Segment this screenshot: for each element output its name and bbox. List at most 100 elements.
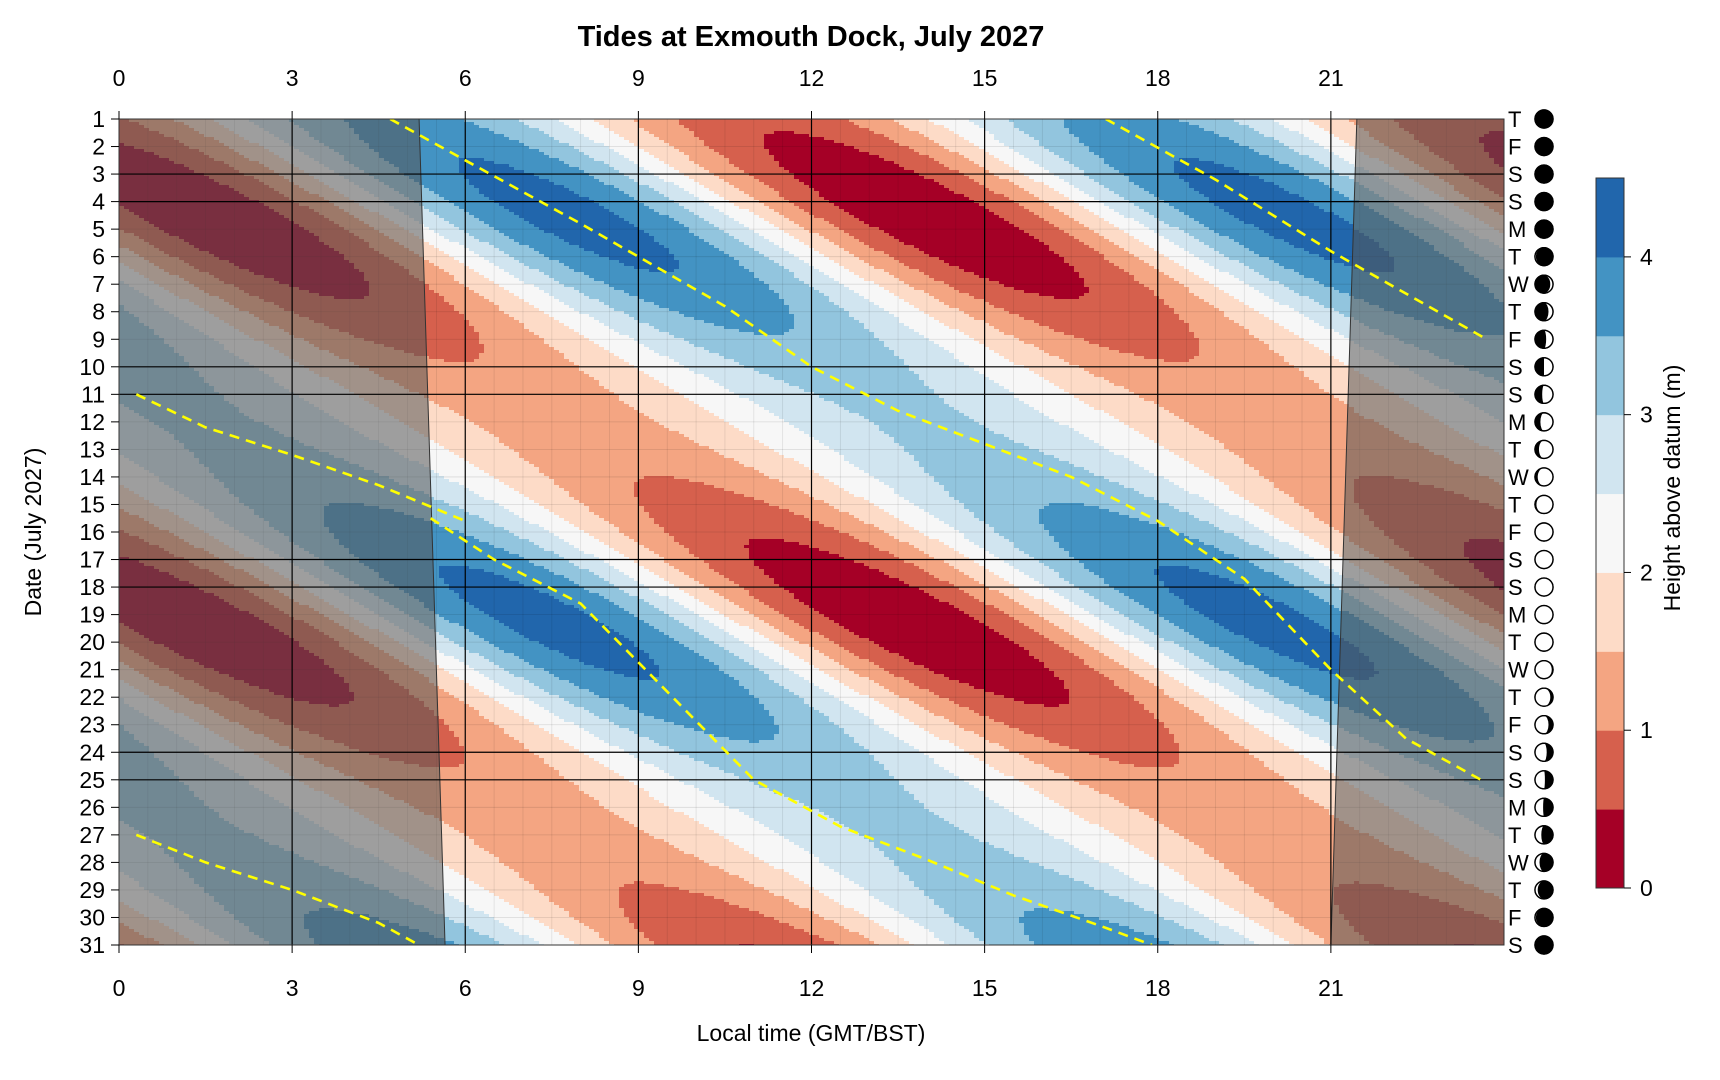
heat-cell xyxy=(974,512,1040,516)
heat-cell xyxy=(1014,287,1090,291)
heat-cell xyxy=(844,284,880,288)
heat-cell xyxy=(569,326,610,330)
heat-cell xyxy=(489,614,590,618)
heat-cell xyxy=(484,257,515,261)
heat-cell xyxy=(1244,497,1295,501)
heat-cell xyxy=(654,605,685,609)
heat-cell xyxy=(889,485,945,489)
heat-cell xyxy=(1199,692,1235,696)
heat-cell xyxy=(799,278,835,282)
heat-cell xyxy=(564,185,615,189)
heat-cell xyxy=(634,560,665,564)
heat-cell xyxy=(509,551,555,555)
heat-cell xyxy=(1184,179,1265,183)
heat-cell xyxy=(624,608,660,612)
heat-cell xyxy=(894,515,935,519)
heat-cell xyxy=(644,128,690,132)
heat-cell xyxy=(679,431,745,435)
heat-cell xyxy=(724,455,785,459)
heat-cell xyxy=(634,485,715,489)
heat-cell xyxy=(1119,266,1155,270)
heat-cell xyxy=(1024,317,1180,321)
heat-cell xyxy=(894,119,930,123)
heat-cell xyxy=(849,311,890,315)
heat-cell xyxy=(814,188,950,192)
heat-cell xyxy=(1039,164,1075,168)
heat-cell xyxy=(1149,437,1215,441)
heat-cell xyxy=(454,452,520,456)
heat-cell xyxy=(484,347,555,351)
heat-cell xyxy=(1024,551,1070,555)
heat-cell xyxy=(1024,572,1060,576)
heat-cell xyxy=(549,692,595,696)
heat-cell xyxy=(414,251,445,255)
heat-cell xyxy=(479,515,520,519)
heat-cell xyxy=(879,425,985,429)
heat-cell xyxy=(1144,356,1195,360)
heat-cell xyxy=(1204,224,1255,228)
heat-cell xyxy=(1079,620,1105,624)
heat-cell xyxy=(584,587,620,591)
heat-cell xyxy=(1129,251,1160,255)
heat-cell xyxy=(809,467,860,471)
heat-cell xyxy=(789,311,850,315)
heat-cell xyxy=(664,140,705,144)
heat-cell xyxy=(459,506,505,510)
heat-cell xyxy=(484,611,585,615)
heat-cell xyxy=(889,347,945,351)
heat-cell xyxy=(654,377,710,381)
heat-cell xyxy=(1189,251,1220,255)
heat-cell xyxy=(839,206,985,210)
heat-cell xyxy=(1234,119,1275,123)
heat-cell xyxy=(469,320,520,324)
heat-cell xyxy=(949,263,1070,267)
heat-cell xyxy=(824,218,860,222)
heat-cell xyxy=(414,488,470,492)
heat-cell xyxy=(1294,149,1330,153)
heat-cell xyxy=(1054,536,1190,540)
heat-cell xyxy=(859,539,900,543)
heat-cell xyxy=(994,350,1045,354)
heat-cell xyxy=(549,344,600,348)
heat-cell xyxy=(599,299,645,303)
heat-cell xyxy=(1234,296,1270,300)
heat-cell xyxy=(1149,470,1205,474)
heat-cell xyxy=(819,650,850,654)
heat-cell xyxy=(824,500,870,504)
heat-cell xyxy=(1179,416,1365,420)
heat-cell xyxy=(719,644,750,648)
heat-cell xyxy=(774,188,815,192)
heat-cell xyxy=(799,239,830,243)
heat-cell xyxy=(639,122,680,126)
heat-cell xyxy=(764,635,790,639)
heat-cell xyxy=(924,470,1090,474)
heat-cell xyxy=(544,527,580,531)
heat-cell xyxy=(1094,629,1120,633)
heat-cell xyxy=(789,689,825,693)
heat-cell xyxy=(1154,632,1190,636)
heat-cell xyxy=(514,512,555,516)
heat-cell xyxy=(804,242,835,246)
heat-cell xyxy=(629,335,675,339)
heat-cell xyxy=(1249,284,1285,288)
heat-cell xyxy=(1294,245,1380,249)
heat-cell xyxy=(1269,533,1305,537)
heat-cell xyxy=(604,668,660,672)
heat-cell xyxy=(854,272,890,276)
heat-cell xyxy=(1064,647,1095,651)
heat-cell xyxy=(1054,671,1100,675)
heat-cell xyxy=(759,566,870,570)
heat-cell xyxy=(1299,194,1345,198)
heat-cell xyxy=(1284,284,1325,288)
heat-cell xyxy=(709,188,740,192)
heat-cell xyxy=(1009,119,1065,123)
heat-cell xyxy=(1274,350,1325,354)
heat-cell xyxy=(574,524,615,528)
heat-cell xyxy=(1229,488,1280,492)
heat-cell xyxy=(1254,641,1350,645)
heat-cell xyxy=(534,284,565,288)
heat-cell xyxy=(1009,596,1035,600)
heat-cell xyxy=(829,275,860,279)
heat-cell xyxy=(1009,197,1040,201)
heat-cell xyxy=(874,545,915,549)
